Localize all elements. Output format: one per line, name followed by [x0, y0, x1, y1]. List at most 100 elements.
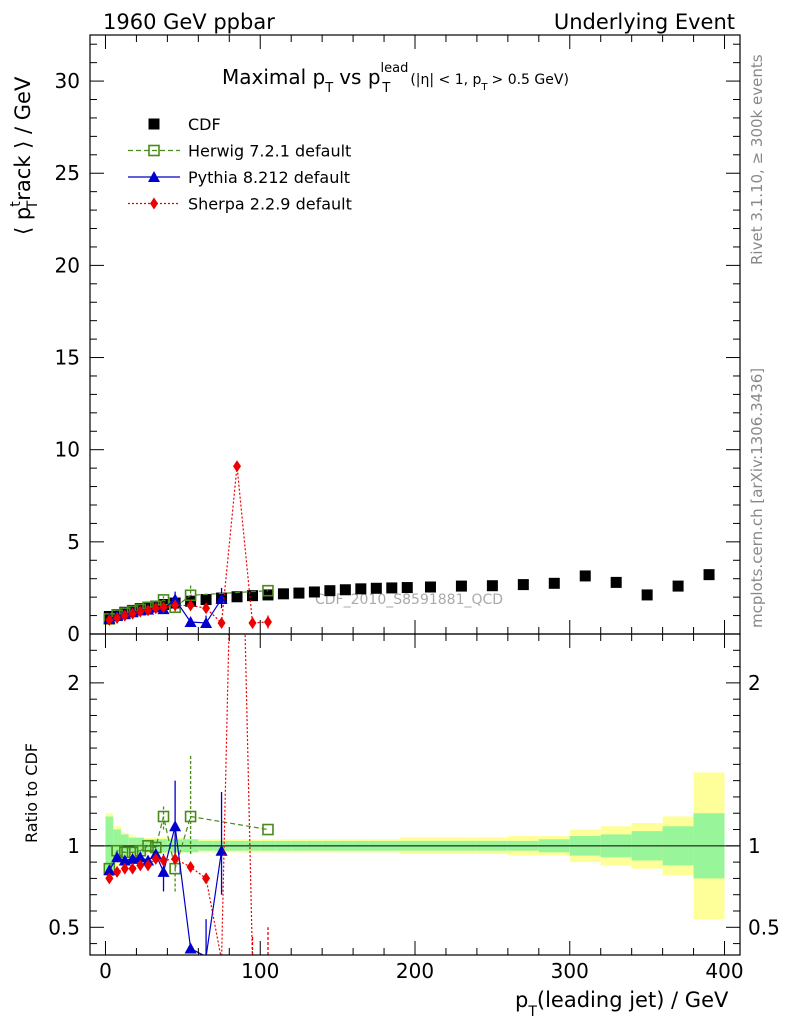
cdf-point: [672, 580, 684, 592]
sherpa-point: [128, 607, 137, 620]
sherpa-point: [120, 609, 129, 622]
pythia-ratio-point: [111, 851, 124, 863]
sherpa-point: [105, 613, 114, 626]
ratio-tick-label-right: 0.5: [748, 915, 780, 939]
y-tick-label: 0: [67, 622, 80, 646]
x-tick-label: 200: [396, 959, 434, 983]
legend: CDF Herwig 7.2.1 default Pythia 8.212 defa…: [128, 115, 352, 214]
ylabel-a: ⟨ p: [11, 207, 35, 235]
legend-label-cdf: CDF: [188, 115, 221, 134]
x-tick-label: 300: [551, 959, 589, 983]
plot-title: Maximal pT vs plead T(|η| < 1, pT > 0.5 GeV…: [222, 61, 569, 96]
ratio-tick-label: 1: [67, 834, 80, 858]
xlabel-c: (leading jet) / GeV: [537, 988, 729, 1012]
sherpa-point: [113, 611, 122, 624]
title-h: > 0.5 GeV): [492, 72, 569, 88]
y-tick-label: 25: [55, 161, 80, 185]
ratio-axis-label: Ratio to CDF: [22, 743, 41, 843]
herwig-ratio-point: [142, 840, 154, 852]
sherpa-point: [202, 602, 211, 615]
pythia-ratio-point: [103, 864, 116, 876]
title-c: vs p: [339, 65, 380, 89]
cdf-point: [324, 585, 336, 597]
y-tick-label: 10: [55, 438, 80, 462]
sherpa-line: [109, 466, 269, 625]
ratio-frame: [89, 633, 741, 956]
herwig-legend-marker: [148, 144, 160, 157]
y-tick-label: 15: [55, 346, 80, 370]
sherpa-ratio-point: [120, 862, 129, 875]
legend-label-sherpa: Sherpa 2.2.9 default: [188, 195, 352, 214]
cdf-point: [401, 582, 413, 594]
pythia-point: [200, 616, 213, 628]
svg-text:⟨ ptTrack ⟩ / GeV: ⟨ ptTrack ⟩ / GeV: [8, 76, 41, 235]
cdf-point: [339, 584, 351, 596]
y-tick-label: 20: [55, 253, 80, 277]
rivet-label: Rivet 3.1.10, ≥ 300k events: [748, 54, 766, 265]
pythia-ratio-point: [134, 851, 147, 863]
sherpa-ratio-point: [144, 859, 153, 872]
sherpa-ratio-point: [202, 872, 211, 885]
cdf-point: [277, 588, 289, 600]
ratio-panel: [103, 634, 274, 955]
sherpa-ratio-point: [159, 854, 168, 867]
x-tick-label: 400: [705, 959, 743, 983]
pythia-point: [215, 592, 228, 604]
header-right: Underlying Event: [554, 10, 735, 34]
ratio-tick-label: 2: [67, 671, 80, 695]
sherpa-point: [159, 601, 168, 614]
cdf-point: [231, 591, 243, 603]
cdf-point: [579, 570, 591, 582]
title-g: T: [480, 82, 488, 93]
ylabel-b: t: [8, 201, 24, 207]
cdf-point: [200, 594, 212, 606]
cdf-point: [355, 583, 367, 595]
y-axis-label: ⟨ ptTrack ⟩ / GeV: [8, 76, 41, 235]
y-tick-label: 30: [55, 69, 80, 93]
sherpa-ratio-point: [171, 852, 180, 865]
sherpa-point: [171, 599, 180, 612]
ylabel-d: rack ⟩ / GeV: [11, 76, 35, 201]
pythia-ratio-point: [215, 844, 228, 856]
sherpa-point: [151, 602, 160, 615]
sherpa-point: [248, 616, 257, 629]
title-a: Maximal p: [222, 65, 325, 89]
legend-label-pythia: Pythia 8.212 default: [188, 168, 350, 187]
ratio-tick-label: 0.5: [48, 915, 80, 939]
pythia-point: [169, 593, 182, 605]
cdf-point: [641, 589, 653, 601]
cdf-legend-marker: [148, 118, 160, 130]
main-panel: [103, 460, 715, 629]
header-left: 1960 GeV ppbar: [103, 10, 275, 34]
sherpa-point: [263, 616, 272, 629]
title-f: (|η| < 1, p: [410, 72, 481, 88]
cdf-point: [308, 586, 320, 598]
cdf-point: [455, 580, 467, 592]
sherpa-ratio-point: [151, 852, 160, 865]
sherpa-legend-marker: [150, 197, 158, 210]
mcplots-label: mcplots.cern.ch [arXiv:1306.3436]: [748, 368, 766, 628]
sherpa-ratio-point: [113, 865, 122, 878]
sherpa-point: [136, 605, 145, 618]
cdf-point: [424, 581, 436, 593]
cdf-point: [486, 580, 498, 592]
title-b: T: [324, 81, 333, 96]
pythia-legend-marker: [148, 171, 160, 182]
cdf-point: [610, 576, 622, 588]
cdf-point: [247, 590, 258, 602]
analysis-watermark: CDF_2010_S8591881_QCD: [315, 592, 503, 608]
x-tick-label: 100: [241, 959, 279, 983]
herwig-ratio-point: [184, 810, 197, 823]
title-d: lead: [381, 61, 409, 76]
sherpa-point: [144, 604, 153, 617]
ylabel-c: T: [25, 200, 41, 210]
xlabel-a: p: [515, 988, 528, 1012]
pythia-ratio-point: [169, 820, 182, 832]
sherpa-ratio-point: [105, 872, 114, 885]
cdf-point: [370, 582, 382, 594]
sherpa-point: [217, 616, 226, 629]
pythia-ratio-point: [184, 942, 197, 954]
herwig-ratio-point: [157, 810, 170, 823]
ratio-tick-label-right: 2: [748, 671, 761, 695]
